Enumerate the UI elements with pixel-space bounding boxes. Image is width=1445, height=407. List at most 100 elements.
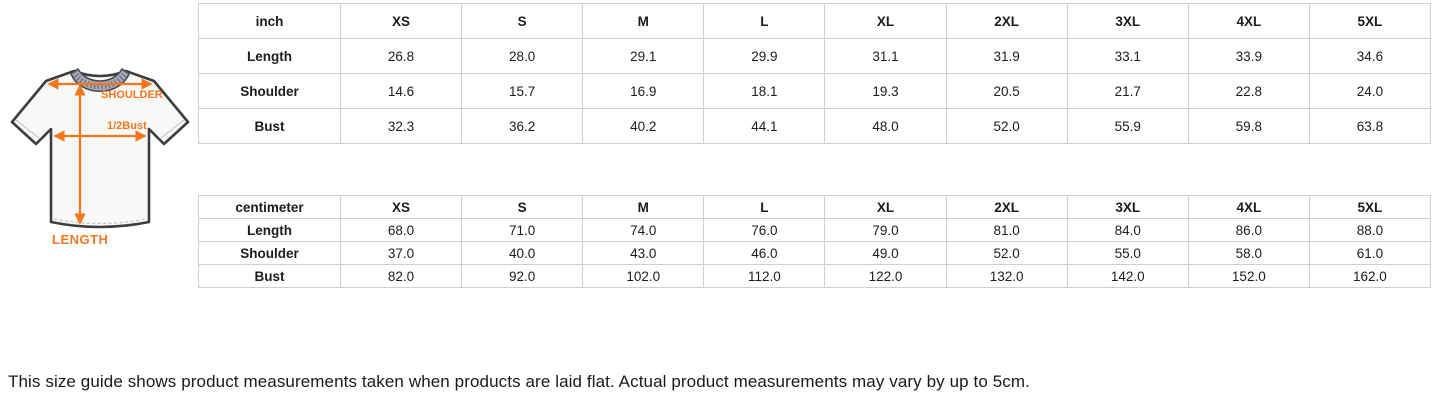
size-header-cell: M: [582, 3, 705, 39]
row-label-cell: Shoulder: [198, 241, 341, 265]
size-header-cell: S: [461, 195, 584, 219]
size-header-cell: 3XL: [1066, 195, 1189, 219]
table-row: Length 26.8 28.0 29.1 29.9 31.1 31.9 33.1 33.9 34…: [198, 38, 1432, 74]
row-label-cell: Bust: [198, 108, 341, 144]
size-table-inch: inch XS S M L XL 2XL 3XL 4XL 5XL Length 26.8 28.0 29…: [198, 3, 1432, 144]
value-cell: 26.8: [339, 38, 463, 74]
size-header-cell: 2XL: [945, 3, 1068, 39]
value-cell: 48.0: [824, 108, 947, 144]
value-cell: 14.6: [339, 73, 463, 109]
value-cell: 31.1: [824, 38, 947, 74]
value-cell: 88.0: [1308, 218, 1432, 242]
value-cell: 16.9: [582, 73, 705, 109]
half-bust-label: 1/2Bust: [107, 120, 147, 132]
value-cell: 19.3: [824, 73, 947, 109]
value-cell: 92.0: [461, 264, 584, 288]
row-label-cell: Length: [198, 218, 341, 242]
size-header-cell: 4XL: [1187, 195, 1310, 219]
size-header-cell: XL: [824, 195, 947, 219]
value-cell: 142.0: [1066, 264, 1189, 288]
shoulder-label: SHOULDER: [101, 89, 163, 101]
value-cell: 40.0: [461, 241, 584, 265]
value-cell: 40.2: [582, 108, 705, 144]
size-header-cell: XS: [339, 195, 463, 219]
value-cell: 33.9: [1187, 38, 1310, 74]
sleeve-seam-right: [160, 119, 185, 139]
size-header-cell: 5XL: [1308, 3, 1432, 39]
value-cell: 55.0: [1066, 241, 1189, 265]
value-cell: 37.0: [339, 241, 463, 265]
size-header-cell: XS: [339, 3, 463, 39]
value-cell: 22.8: [1187, 73, 1310, 109]
value-cell: 18.1: [703, 73, 826, 109]
value-cell: 112.0: [703, 264, 826, 288]
sleeve-seam-left: [15, 119, 40, 139]
size-header-cell: 4XL: [1187, 3, 1310, 39]
size-header-cell: M: [582, 195, 705, 219]
table-row: Bust 32.3 36.2 40.2 44.1 48.0 52.0 55.9 59.8 63.8: [198, 108, 1432, 144]
value-cell: 122.0: [824, 264, 947, 288]
value-cell: 61.0: [1308, 241, 1432, 265]
size-header-cell: 5XL: [1308, 195, 1432, 219]
hem-stitch: [53, 218, 147, 225]
length-label: LENGTH: [52, 232, 108, 247]
value-cell: 76.0: [703, 218, 826, 242]
size-header-cell: 3XL: [1066, 3, 1189, 39]
size-header-cell: L: [703, 3, 826, 39]
value-cell: 31.9: [945, 38, 1068, 74]
value-cell: 33.1: [1066, 38, 1189, 74]
size-table-header-row: inch XS S M L XL 2XL 3XL 4XL 5XL: [198, 3, 1432, 39]
value-cell: 28.0: [461, 38, 584, 74]
size-table-header-row: centimeter XS S M L XL 2XL 3XL 4XL 5XL: [198, 195, 1432, 219]
value-cell: 84.0: [1066, 218, 1189, 242]
unit-header-cell: inch: [198, 3, 341, 39]
value-cell: 63.8: [1308, 108, 1432, 144]
size-header-cell: XL: [824, 3, 947, 39]
row-label-cell: Shoulder: [198, 73, 341, 109]
value-cell: 81.0: [945, 218, 1068, 242]
tshirt-diagram-svg: SHOULDER 1/2Bust LENGTH: [10, 68, 190, 247]
table-row: Length 68.0 71.0 74.0 76.0 79.0 81.0 84.0 86.0 88…: [198, 218, 1432, 242]
underarm-notch-left: [42, 128, 52, 139]
value-cell: 24.0: [1308, 73, 1432, 109]
value-cell: 79.0: [824, 218, 947, 242]
value-cell: 71.0: [461, 218, 584, 242]
underarm-notch-right: [148, 128, 158, 139]
value-cell: 36.2: [461, 108, 584, 144]
size-header-cell: S: [461, 3, 584, 39]
value-cell: 34.6: [1308, 38, 1432, 74]
size-guide-note: This size guide shows product measuremen…: [8, 372, 1030, 391]
value-cell: 52.0: [945, 241, 1068, 265]
value-cell: 43.0: [582, 241, 705, 265]
value-cell: 68.0: [339, 218, 463, 242]
value-cell: 82.0: [339, 264, 463, 288]
value-cell: 74.0: [582, 218, 705, 242]
table-row: Bust 82.0 92.0 102.0 112.0 122.0 132.0 142.0 152…: [198, 264, 1432, 288]
row-label-cell: Bust: [198, 264, 341, 288]
value-cell: 15.7: [461, 73, 584, 109]
value-cell: 55.9: [1066, 108, 1189, 144]
value-cell: 102.0: [582, 264, 705, 288]
value-cell: 29.9: [703, 38, 826, 74]
unit-header-cell: centimeter: [198, 195, 341, 219]
value-cell: 44.1: [703, 108, 826, 144]
size-header-cell: L: [703, 195, 826, 219]
table-row: Shoulder 37.0 40.0 43.0 46.0 49.0 52.0 55.0 58.0…: [198, 241, 1432, 265]
value-cell: 46.0: [703, 241, 826, 265]
tshirt-body: [10, 69, 190, 229]
table-row: Shoulder 14.6 15.7 16.9 18.1 19.3 20.5 21.7 22.8…: [198, 73, 1432, 109]
value-cell: 52.0: [945, 108, 1068, 144]
tshirt-diagram: SHOULDER 1/2Bust LENGTH: [3, 68, 193, 250]
value-cell: 32.3: [339, 108, 463, 144]
value-cell: 20.5: [945, 73, 1068, 109]
value-cell: 59.8: [1187, 108, 1310, 144]
value-cell: 29.1: [582, 38, 705, 74]
value-cell: 132.0: [945, 264, 1068, 288]
value-cell: 152.0: [1187, 264, 1310, 288]
size-header-cell: 2XL: [945, 195, 1068, 219]
value-cell: 49.0: [824, 241, 947, 265]
size-table-centimeter: centimeter XS S M L XL 2XL 3XL 4XL 5XL Length 68.0…: [198, 195, 1432, 288]
row-label-cell: Length: [198, 38, 341, 74]
value-cell: 86.0: [1187, 218, 1310, 242]
